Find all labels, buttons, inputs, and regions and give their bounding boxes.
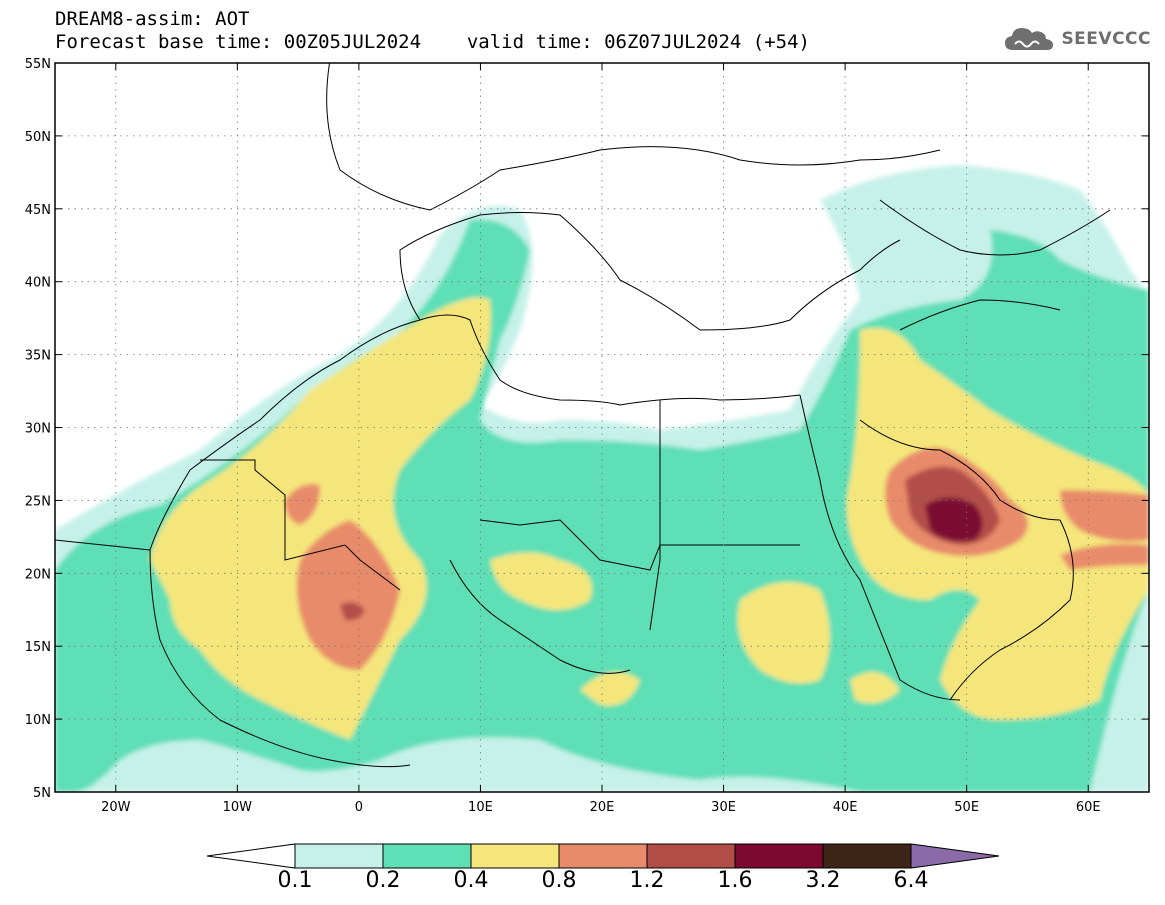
aot-level-0.4-west — [150, 297, 491, 740]
lat-tick-label: 40N — [25, 276, 51, 291]
gridlines — [55, 62, 1149, 793]
time-line: Forecast base time: 00Z05JUL2024 valid t… — [55, 31, 810, 53]
aot-level-0.4-sudan — [737, 582, 830, 684]
lon-tick-label: 60E — [1076, 800, 1101, 815]
colorbar-label: 0.1 — [277, 868, 313, 893]
colorbar-label: 0.8 — [541, 868, 577, 893]
colorbar-label: 1.2 — [629, 868, 665, 893]
aot-level-0.8-west2 — [285, 484, 320, 525]
longitude-labels: 20W 10W 0 10E 20E 30E 40E 50E 60E — [101, 800, 1101, 815]
lon-tick-label: 20E — [590, 800, 615, 815]
aot-field — [55, 165, 1149, 792]
valid-time: valid time: 06Z07JUL2024 (+54) — [466, 31, 810, 53]
colorbar-segment — [734, 843, 824, 869]
colorbar-segment — [558, 843, 648, 869]
lon-tick-label: 0 — [355, 800, 363, 815]
lat-tick-label: 20N — [25, 567, 51, 582]
colorbar — [206, 843, 1000, 869]
seevccc-logo: SEEVCCC — [1003, 22, 1151, 56]
lat-tick-label: 55N — [25, 57, 51, 72]
chart-title: DREAM8-assim: AOT — [55, 8, 250, 30]
aot-level-0.8-west — [296, 520, 400, 670]
lat-tick-label: 5N — [33, 786, 51, 801]
aot-level-0.8-oman — [1060, 490, 1149, 542]
colorbar-segment — [646, 843, 736, 869]
aot-level-1.6 — [925, 497, 983, 542]
colorbar-segment — [470, 843, 560, 869]
aot-level-0.4-chad2 — [580, 672, 640, 706]
colorbar-segment — [382, 843, 472, 869]
latitude-labels: 5N 10N 15N 20N 25N 30N 35N 40N 45N 50N 55N — [25, 57, 51, 801]
lon-tick-label: 30E — [711, 800, 736, 815]
colorbar-segment — [294, 843, 384, 869]
lat-tick-label: 15N — [25, 640, 51, 655]
colorbar-segment — [822, 843, 912, 869]
forecast-base-time: Forecast base time: 00Z05JUL2024 — [55, 31, 422, 53]
colorbar-label: 6.4 — [893, 868, 929, 893]
coastlines — [55, 63, 1111, 768]
lon-tick-label: 40E — [833, 800, 858, 815]
map-frame — [54, 62, 1150, 793]
lon-tick-label: 10E — [468, 800, 493, 815]
lat-tick-label: 25N — [25, 494, 51, 509]
colorbar-label: 0.2 — [365, 868, 401, 893]
colorbar-label: 3.2 — [805, 868, 841, 893]
lat-tick-label: 50N — [25, 130, 51, 145]
lon-tick-label: 10W — [223, 800, 253, 815]
colorbar-arrow-min — [206, 843, 296, 869]
lat-tick-label: 10N — [25, 713, 51, 728]
aot-level-0.8-oman2 — [1060, 543, 1149, 570]
logo-text: SEEVCCC — [1061, 29, 1151, 49]
aot-level-0.4-chad — [490, 552, 592, 610]
lon-tick-label: 50E — [954, 800, 979, 815]
lon-tick-label: 20W — [101, 800, 131, 815]
colorbar-arrow-max — [910, 843, 1000, 869]
cloud-icon — [1005, 28, 1054, 50]
aot-level-0.4-eritrea — [850, 672, 900, 704]
lat-tick-label: 35N — [25, 349, 51, 364]
lat-tick-label: 30N — [25, 422, 51, 437]
colorbar-label: 0.4 — [453, 868, 489, 893]
colorbar-label: 1.6 — [717, 868, 753, 893]
lat-tick-label: 45N — [25, 203, 51, 218]
